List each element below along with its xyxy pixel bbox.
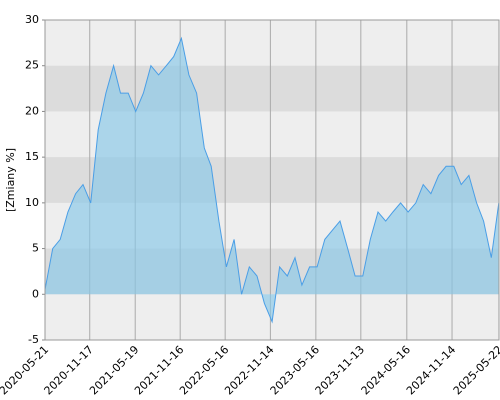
y-axis-label: [Zmiany %] (4, 148, 17, 212)
area (45, 38, 499, 322)
y-tick-label: 5 (32, 242, 39, 255)
x-tick-label: 2024-11-14 (404, 343, 458, 397)
y-tick-label: 30 (25, 13, 39, 26)
line (44, 36, 500, 324)
y-tick-label: 0 (32, 287, 39, 300)
y-tick-label: 15 (25, 150, 39, 163)
plot-border (44, 19, 500, 341)
y-tick-label: -5 (28, 333, 39, 346)
y-tick-label: 25 (25, 59, 39, 72)
y-tick-label: 20 (25, 104, 39, 117)
x-tick-label: 2025-05-22 (451, 343, 500, 397)
y-tick-label: 10 (25, 196, 39, 209)
